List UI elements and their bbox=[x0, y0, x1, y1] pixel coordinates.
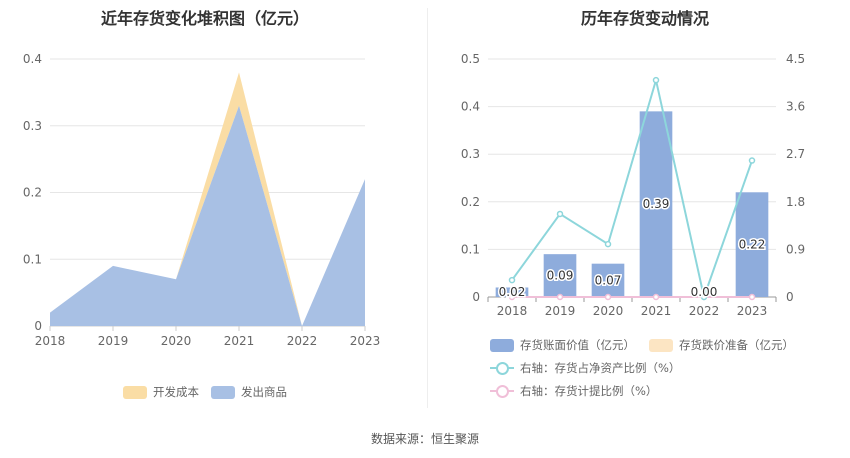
bar-data-label: 0.39 bbox=[643, 197, 670, 211]
bar-data-label: 0.07 bbox=[595, 273, 622, 287]
y2-tick-label: 2.7 bbox=[786, 147, 805, 161]
y-tick-label: 0.2 bbox=[461, 195, 480, 209]
x-tick-label: 2023 bbox=[737, 304, 768, 318]
point-net-asset-ratio bbox=[604, 240, 612, 248]
bar-data-label: 0.22 bbox=[739, 238, 766, 252]
bar-book-value bbox=[639, 111, 673, 297]
left-chart-title: 近年存货变化堆积图（亿元） bbox=[100, 9, 309, 28]
legend-item-book-value[interactable]: 存货账面价值（亿元） bbox=[490, 337, 635, 353]
y2-tick-label: 3.6 bbox=[786, 100, 805, 114]
point-net-asset-ratio bbox=[748, 157, 756, 164]
point-provision-ratio bbox=[652, 293, 660, 301]
y-tick-label: 0.3 bbox=[23, 119, 42, 133]
legend-line-swatch bbox=[490, 361, 514, 375]
y2-tick-label: 0 bbox=[786, 290, 794, 304]
y-tick-label: 0.3 bbox=[461, 147, 480, 161]
area-shipped-goods bbox=[50, 105, 365, 326]
legend-label: 开发成本 bbox=[153, 385, 199, 399]
legend-item-net-asset-ratio[interactable]: 右轴：存货占净资产比例（%） bbox=[490, 360, 680, 376]
line-net-asset-ratio bbox=[511, 79, 753, 301]
y-tick-label: 0 bbox=[472, 290, 480, 304]
area-development-cost bbox=[50, 72, 365, 326]
point-provision-ratio bbox=[748, 293, 756, 301]
right-chart-title: 历年存货变动情况 bbox=[580, 9, 709, 28]
x-tick-label: 2021 bbox=[224, 334, 255, 348]
legend-item-impairment[interactable]: 存货跌价准备（亿元） bbox=[649, 337, 794, 353]
y-tick-label: 0.4 bbox=[461, 100, 480, 114]
x-tick-label: 2022 bbox=[287, 334, 318, 348]
legend-swatch bbox=[123, 385, 147, 399]
point-net-asset-ratio bbox=[700, 293, 708, 301]
x-tick-label: 2018 bbox=[497, 304, 528, 318]
x-tick-label: 2019 bbox=[545, 304, 576, 318]
bar-book-value bbox=[735, 192, 769, 297]
bar-line-combo-chart: 0 0.1 0.2 0.3 0.4 0.5 0 0.9 1.8 2.7 3.6 4.5 2018 2019… bbox=[461, 52, 805, 318]
legend-item-provision-ratio[interactable]: 右轴：存货计提比例（%） bbox=[490, 383, 657, 399]
point-net-asset-ratio bbox=[508, 276, 516, 284]
y-tick-label: 0.1 bbox=[23, 252, 42, 266]
legend-label: 存货跌价准备（亿元） bbox=[679, 338, 794, 352]
legend-swatch bbox=[490, 338, 514, 352]
stacked-area-chart: 0 0.1 0.2 0.3 0.4 2018 2019 2020 2021 2022 2023 bbox=[23, 52, 381, 348]
y2-tick-label: 4.5 bbox=[786, 52, 805, 66]
bar-book-value bbox=[495, 287, 529, 297]
legend-label: 右轴：存货占净资产比例（%） bbox=[520, 361, 681, 375]
x-tick-label: 2020 bbox=[161, 334, 192, 348]
legend-line-swatch bbox=[490, 384, 514, 398]
legend-swatch bbox=[649, 338, 673, 352]
point-net-asset-ratio bbox=[652, 76, 660, 84]
data-source: 数据来源：恒生聚源 bbox=[370, 432, 479, 446]
point-provision-ratio bbox=[556, 293, 564, 301]
y2-tick-label: 0.9 bbox=[786, 242, 805, 256]
bar-data-label: 0.00 bbox=[691, 285, 718, 299]
bar-data-label: 0.02 bbox=[499, 285, 526, 299]
legend-item-shipped-goods[interactable]: 发出商品 bbox=[211, 384, 287, 400]
y-tick-label: 0 bbox=[34, 319, 42, 333]
x-tick-label: 2018 bbox=[35, 334, 66, 348]
point-provision-ratio bbox=[604, 293, 612, 301]
legend-label: 存货账面价值（亿元） bbox=[520, 338, 635, 352]
x-tick-label: 2019 bbox=[98, 334, 129, 348]
y-tick-label: 0.1 bbox=[461, 242, 480, 256]
legend-label: 发出商品 bbox=[241, 385, 287, 399]
point-net-asset-ratio bbox=[556, 210, 564, 218]
legend-item-development-cost[interactable]: 开发成本 bbox=[123, 384, 199, 400]
x-tick-label: 2022 bbox=[689, 304, 720, 318]
legend-label: 右轴：存货计提比例（%） bbox=[520, 384, 658, 398]
x-tick-label: 2020 bbox=[593, 304, 624, 318]
bar-book-value bbox=[543, 254, 577, 297]
y2-tick-label: 1.8 bbox=[786, 195, 805, 209]
panel-divider bbox=[427, 8, 428, 408]
legend-swatch bbox=[211, 385, 235, 399]
y-tick-label: 0.4 bbox=[23, 52, 42, 66]
x-tick-label: 2023 bbox=[350, 334, 381, 348]
y-tick-label: 0.2 bbox=[23, 186, 42, 200]
point-provision-ratio bbox=[508, 293, 516, 301]
bar-data-label: 0.09 bbox=[547, 269, 574, 283]
y-tick-label: 0.5 bbox=[461, 52, 480, 66]
bar-book-value bbox=[591, 263, 625, 297]
x-tick-label: 2021 bbox=[641, 304, 672, 318]
